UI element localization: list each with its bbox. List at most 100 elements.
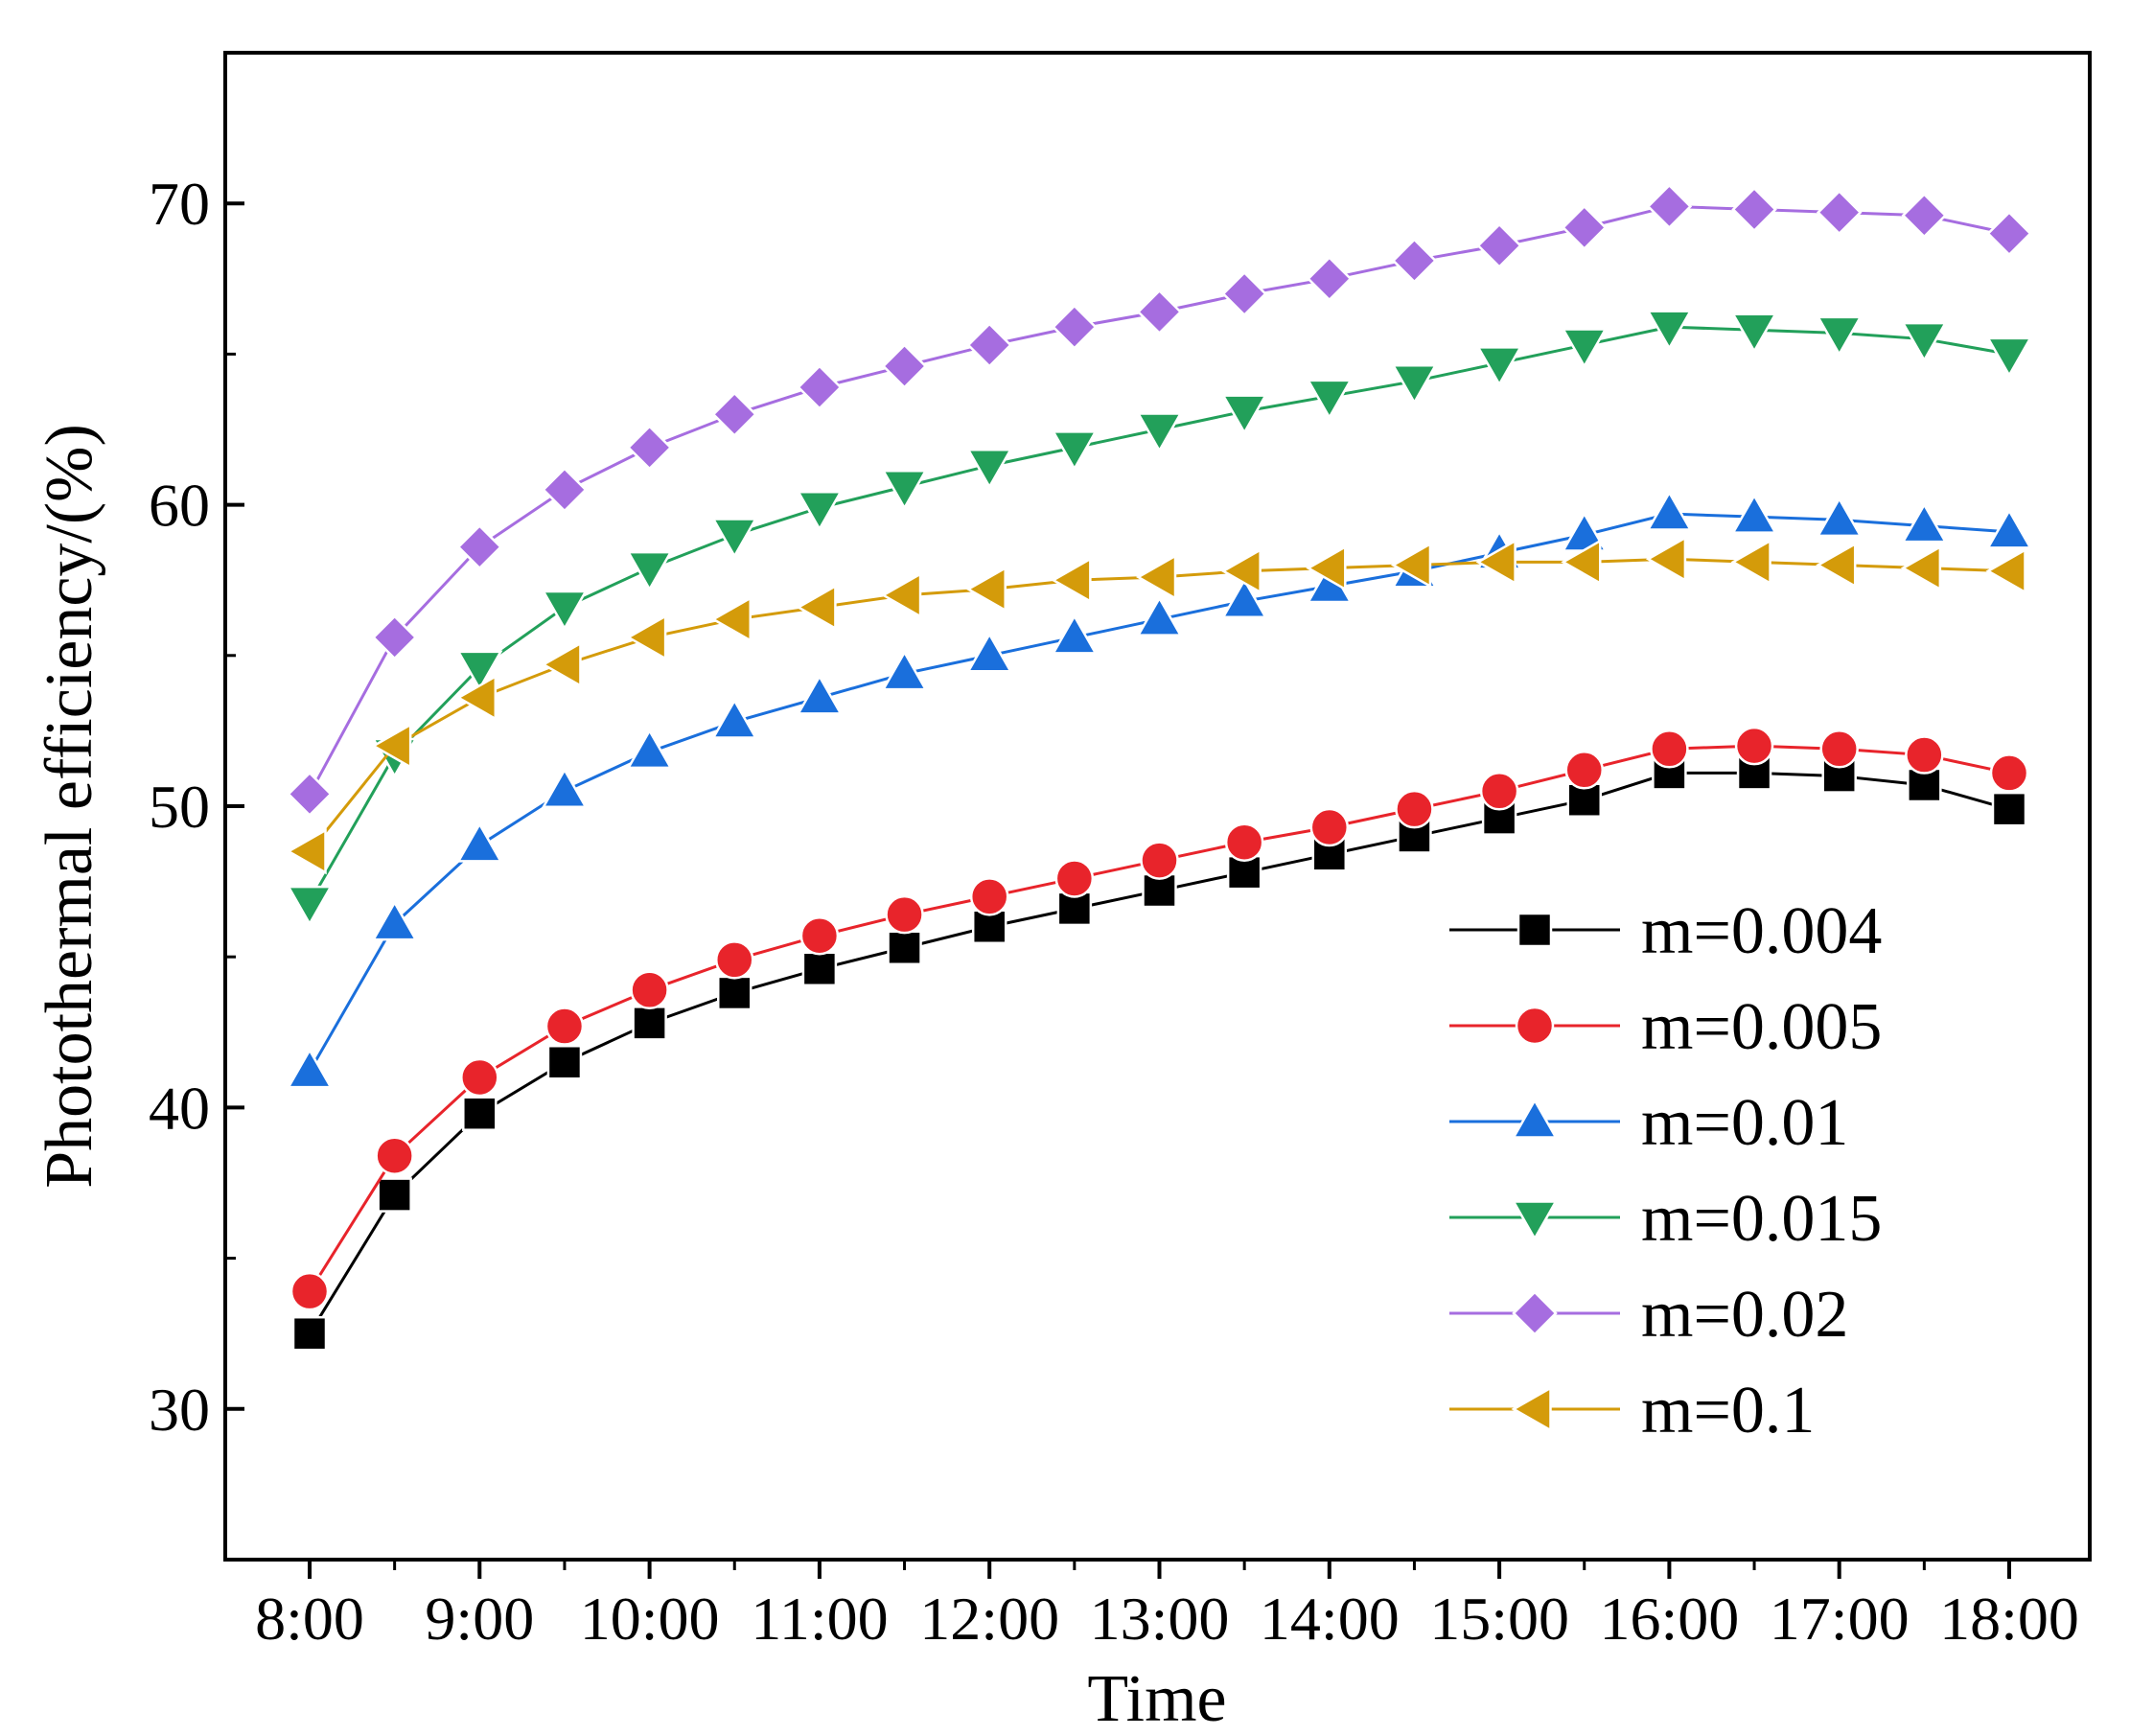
y-tick-label: 40 — [149, 1074, 210, 1142]
data-point — [1985, 336, 2033, 378]
legend-entry: m=0.004 — [1449, 894, 1882, 968]
data-point — [1900, 544, 1942, 591]
data-point — [1220, 577, 1268, 618]
x-tick-label: 11:00 — [751, 1585, 888, 1653]
data-point — [286, 885, 334, 927]
data-point — [1986, 210, 2032, 257]
data-point — [460, 1057, 499, 1098]
data-point — [1985, 508, 2033, 549]
data-point — [1135, 553, 1177, 601]
data-point — [799, 915, 840, 956]
data-point — [544, 1007, 585, 1046]
series-m=0.005 — [289, 726, 2029, 1311]
data-point — [1907, 767, 1942, 803]
data-point — [632, 1006, 667, 1041]
legend: m=0.004 m=0.005 m=0.01 m=0.015 m=0.02 m=0.1 — [1449, 894, 1882, 1447]
legend-entry: m=0.01 — [1449, 1086, 1848, 1160]
data-point — [1051, 557, 1092, 604]
data-point — [1816, 315, 1863, 357]
data-point — [1220, 547, 1262, 594]
data-point — [1816, 542, 1857, 589]
data-point — [1564, 751, 1604, 790]
data-point — [291, 1315, 328, 1352]
data-point — [371, 900, 418, 941]
data-point — [1051, 613, 1099, 655]
data-point — [1136, 289, 1183, 336]
data-point — [1307, 256, 1353, 302]
data-point — [1646, 490, 1693, 531]
legend-entry: m=0.005 — [1449, 990, 1882, 1064]
legend-marker — [1511, 1200, 1559, 1241]
data-point — [1391, 363, 1438, 405]
data-point — [1136, 595, 1183, 637]
data-point — [1645, 536, 1687, 583]
x-tick-label: 16:00 — [1600, 1585, 1740, 1653]
data-point — [1901, 321, 1948, 363]
data-point — [371, 614, 418, 660]
data-point — [541, 641, 582, 688]
data-point — [1395, 789, 1434, 829]
data-point — [286, 828, 327, 875]
data-point — [1220, 394, 1268, 435]
data-point — [966, 632, 1013, 673]
data-point — [796, 584, 837, 631]
data-point — [1140, 841, 1179, 880]
data-point — [1646, 310, 1693, 351]
x-tick-label: 18:00 — [1939, 1585, 2079, 1653]
data-point — [1730, 312, 1778, 354]
data-point — [1476, 222, 1522, 268]
legend-label: m=0.015 — [1641, 1182, 1882, 1256]
legend-entry: m=0.015 — [1449, 1182, 1882, 1256]
data-point — [1561, 539, 1602, 586]
data-point — [541, 590, 589, 632]
data-point — [717, 975, 752, 1011]
series-m=0.01 — [286, 490, 2033, 1089]
data-point — [456, 822, 503, 863]
data-point — [711, 391, 758, 438]
legend-entry: m=0.02 — [1449, 1278, 1848, 1352]
legend-marker — [1515, 1006, 1555, 1046]
data-point — [1390, 542, 1432, 589]
data-point — [1985, 547, 2026, 594]
legend-marker — [1512, 1290, 1558, 1336]
data-point — [1730, 539, 1771, 586]
x-tick-label: 14:00 — [1260, 1585, 1400, 1653]
data-point — [711, 698, 758, 739]
data-point — [711, 518, 758, 559]
data-point — [885, 894, 924, 935]
data-point — [1479, 772, 1519, 811]
x-tick-label: 15:00 — [1429, 1585, 1569, 1653]
legend-marker — [1516, 912, 1553, 948]
x-axis-label: Time — [1087, 1662, 1226, 1736]
data-point — [969, 877, 1009, 916]
y-tick-label: 60 — [149, 472, 210, 540]
data-point — [881, 343, 928, 389]
data-point — [1306, 544, 1347, 591]
data-point — [542, 467, 588, 513]
data-point — [626, 728, 673, 770]
data-point — [796, 490, 844, 532]
data-point — [887, 930, 922, 966]
data-point — [1731, 186, 1777, 233]
data-point — [1051, 430, 1099, 472]
data-point — [1730, 493, 1778, 534]
data-point — [1054, 859, 1095, 898]
data-point — [1224, 822, 1264, 862]
y-axis: 30 40 50 60 70 — [149, 51, 244, 1562]
data-point — [881, 469, 928, 511]
x-tick-label: 13:00 — [1090, 1585, 1230, 1653]
data-point — [715, 940, 754, 980]
data-point — [1306, 379, 1353, 420]
y-axis-label: Photothermal efficiency/(%) — [33, 424, 106, 1189]
data-point — [797, 364, 843, 410]
legend-label: m=0.1 — [1641, 1374, 1815, 1447]
series-m=0.015 — [286, 310, 2033, 927]
data-point — [626, 425, 673, 471]
data-point — [462, 1096, 498, 1131]
x-tick-label: 8:00 — [255, 1585, 364, 1653]
data-point — [456, 523, 503, 570]
data-point — [287, 771, 333, 818]
data-point — [1309, 807, 1350, 847]
legend-label: m=0.02 — [1641, 1278, 1848, 1352]
